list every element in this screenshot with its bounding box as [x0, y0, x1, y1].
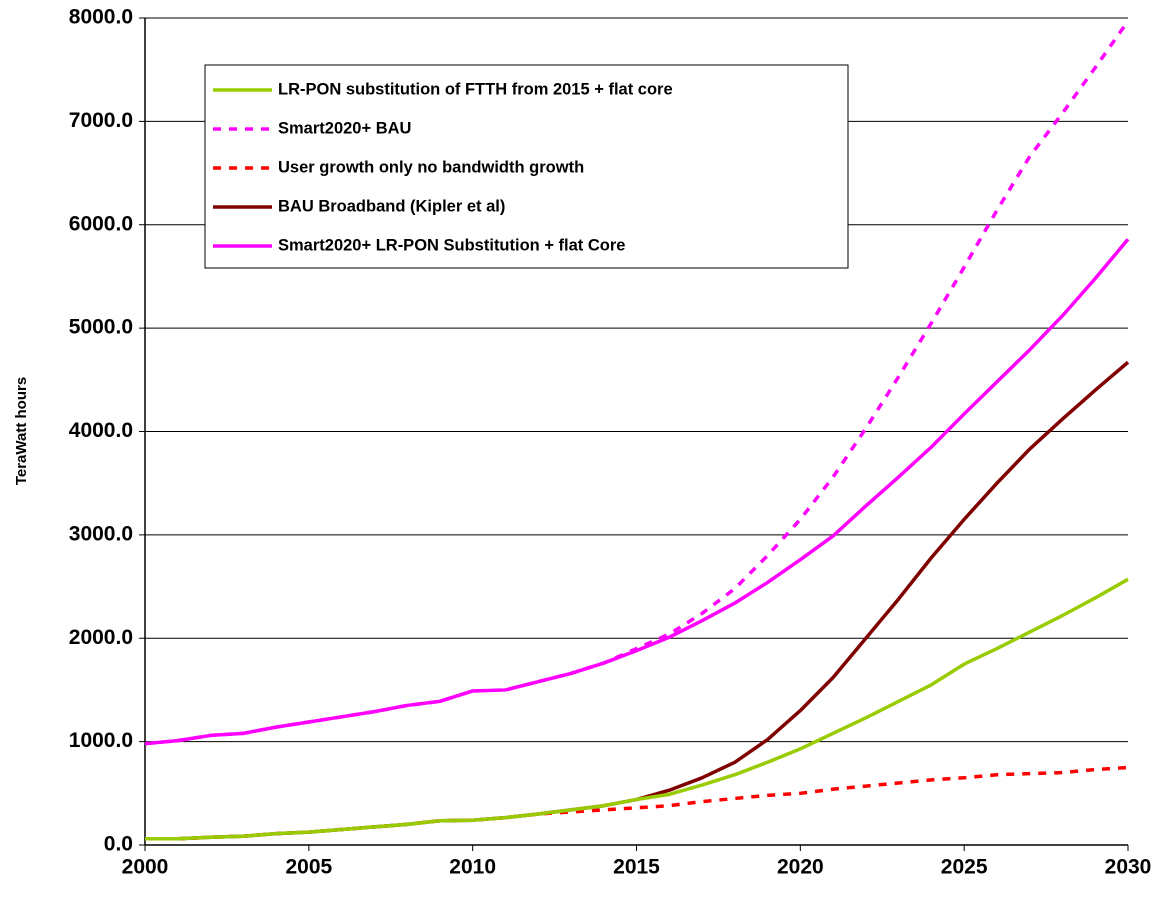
y-tick-label: 8000.0: [69, 6, 133, 29]
x-tick-label: 2010: [449, 856, 496, 879]
series-line: [145, 360, 1130, 841]
y-tick-label: 4000.0: [69, 419, 133, 442]
x-tick-label: 2000: [122, 856, 169, 879]
y-tick-label: 5000.0: [69, 316, 133, 339]
legend-label: Smart2020+ BAU: [278, 119, 411, 137]
series-line: [144, 20, 1130, 746]
x-tick-label: 2030: [1105, 856, 1152, 879]
x-tick-label: 2025: [941, 856, 988, 879]
x-tick-label: 2005: [285, 856, 332, 879]
legend-label: BAU Broadband (Kipler et al): [278, 197, 505, 215]
legend-box: [204, 64, 849, 269]
y-tick-label: 1000.0: [69, 729, 133, 752]
legend-label: Smart2020+ LR-PON Substitution + flat Co…: [278, 236, 625, 254]
legend-label: User growth only no bandwidth growth: [278, 158, 584, 176]
series-line: [145, 577, 1129, 841]
y-tick-label: 0.0: [104, 833, 133, 856]
y-tick-label: 2000.0: [69, 626, 133, 649]
y-tick-label: 7000.0: [69, 109, 133, 132]
y-tick-label: 6000.0: [69, 212, 133, 235]
series-line: [145, 765, 1129, 841]
x-tick-label: 2020: [777, 856, 824, 879]
y-tick-label: 3000.0: [69, 522, 133, 545]
legend-label: LR-PON substitution of FTTH from 2015 + …: [278, 80, 673, 98]
series-line: [144, 238, 1130, 746]
x-tick-label: 2015: [613, 856, 660, 879]
y-axis-title: TeraWatt hours: [13, 377, 30, 485]
